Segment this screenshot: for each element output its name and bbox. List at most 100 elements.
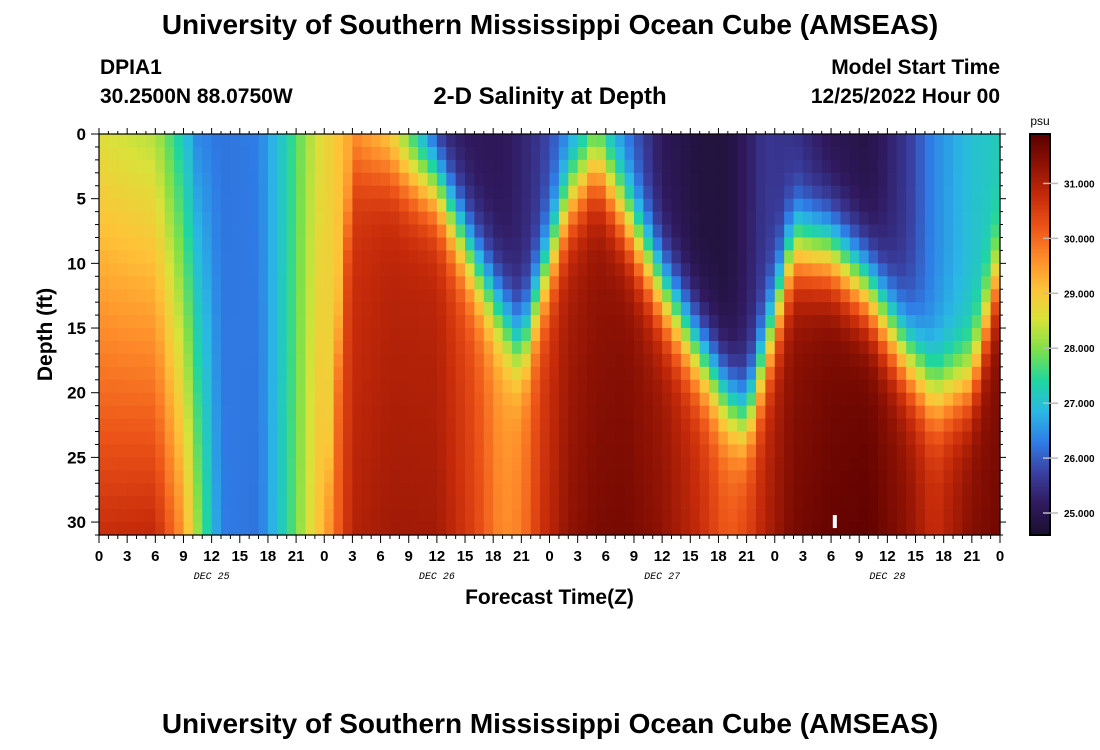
heatmap-cell [802,328,813,342]
heatmap-cell [596,302,607,316]
heatmap-cell [211,340,222,355]
heatmap-cell [540,159,551,174]
heatmap-cell [164,289,175,303]
heatmap-cell [962,328,973,342]
heatmap-cell [652,392,663,407]
heatmap-cell [99,211,109,226]
heatmap-cell [971,276,982,290]
heatmap-cell [221,379,231,394]
heatmap-cell [690,172,701,187]
heatmap-cell [568,522,579,536]
heatmap-cell [145,263,156,277]
heatmap-cell [474,276,485,290]
heatmap-cell [314,237,325,252]
heatmap-cell [352,470,363,484]
heatmap-cell [249,224,260,239]
heatmap-cell [483,470,494,484]
heatmap-cell [896,496,907,510]
heatmap-cell [887,483,898,497]
heatmap-cell [202,392,213,407]
heatmap-cell [277,159,288,174]
heatmap-cell [221,276,231,290]
x-tick-label: 15 [231,548,248,565]
heatmap-cell [267,392,278,407]
heatmap-cell [305,146,316,161]
heatmap-cell [784,496,795,510]
heatmap-cell [737,379,748,394]
heatmap-cell [99,198,109,213]
heatmap-cell [821,185,832,200]
heatmap-cell [680,353,691,368]
heatmap-cell [971,289,982,303]
heatmap-cell [99,483,109,497]
heatmap-cell [699,340,710,355]
heatmap-cell [774,328,785,342]
heatmap-cell [596,444,607,458]
heatmap-cell [821,366,832,381]
heatmap-cell [108,263,119,277]
heatmap-cell [849,392,860,407]
heatmap-cell [821,470,832,484]
heatmap-cell [793,418,804,433]
heatmap-cell [343,185,354,200]
heatmap-cell [145,159,156,174]
heatmap-cell [267,509,278,523]
heatmap-cell [108,366,119,381]
colorbar-unit-label: psu [1030,114,1049,128]
heatmap-cell [174,315,185,329]
heatmap-cell [361,263,372,277]
heatmap-cell [690,276,701,290]
heatmap-cell [418,276,429,290]
heatmap-cell [202,198,213,213]
heatmap-cell [737,302,748,316]
heatmap-cell [108,340,119,355]
heatmap-cell [258,431,269,446]
heatmap-cell [943,328,954,342]
heatmap-cell [943,224,954,239]
heatmap-cell [540,198,551,213]
heatmap-cell [812,198,823,213]
heatmap-cell [296,431,307,446]
heatmap-cell [906,224,917,239]
heatmap-cell [887,509,898,523]
heatmap-cell [202,146,213,161]
heatmap-cell [680,392,691,407]
heatmap-cell [877,405,888,420]
heatmap-cell [361,496,372,510]
heatmap-cell [690,315,701,329]
heatmap-cell [727,392,738,407]
heatmap-cell [877,185,888,200]
heatmap-cell [164,392,175,407]
heatmap-cell [877,392,888,407]
heatmap-cell [221,237,231,252]
heatmap-cell [643,237,654,252]
chart-subtitle: 2-D Salinity at Depth [433,83,667,110]
heatmap-cell [915,353,926,368]
heatmap-cell [267,315,278,329]
heatmap-cell [305,496,316,510]
heatmap-cell [812,315,823,329]
heatmap-cell [324,289,335,303]
heatmap-cell [868,159,879,174]
heatmap-cell [192,276,203,290]
heatmap-cell [99,392,109,407]
heatmap-cell [277,237,288,252]
heatmap-cell [633,366,644,381]
heatmap-cell [624,315,635,329]
heatmap-cell [164,237,175,252]
heatmap-cell [821,315,832,329]
heatmap-cell [277,470,288,484]
heatmap-cell [371,366,382,381]
heatmap-cell [802,302,813,316]
heatmap-cell [174,224,185,239]
heatmap-cell [755,444,766,458]
heatmap-cell [690,211,701,226]
heatmap-cell [990,483,1001,497]
heatmap-cell [877,276,888,290]
heatmap-cell [840,302,851,316]
heatmap-cell [990,496,1001,510]
heatmap-cell [399,211,410,226]
heatmap-cell [371,185,382,200]
heatmap-cell [784,302,795,316]
heatmap-cell [605,496,616,510]
